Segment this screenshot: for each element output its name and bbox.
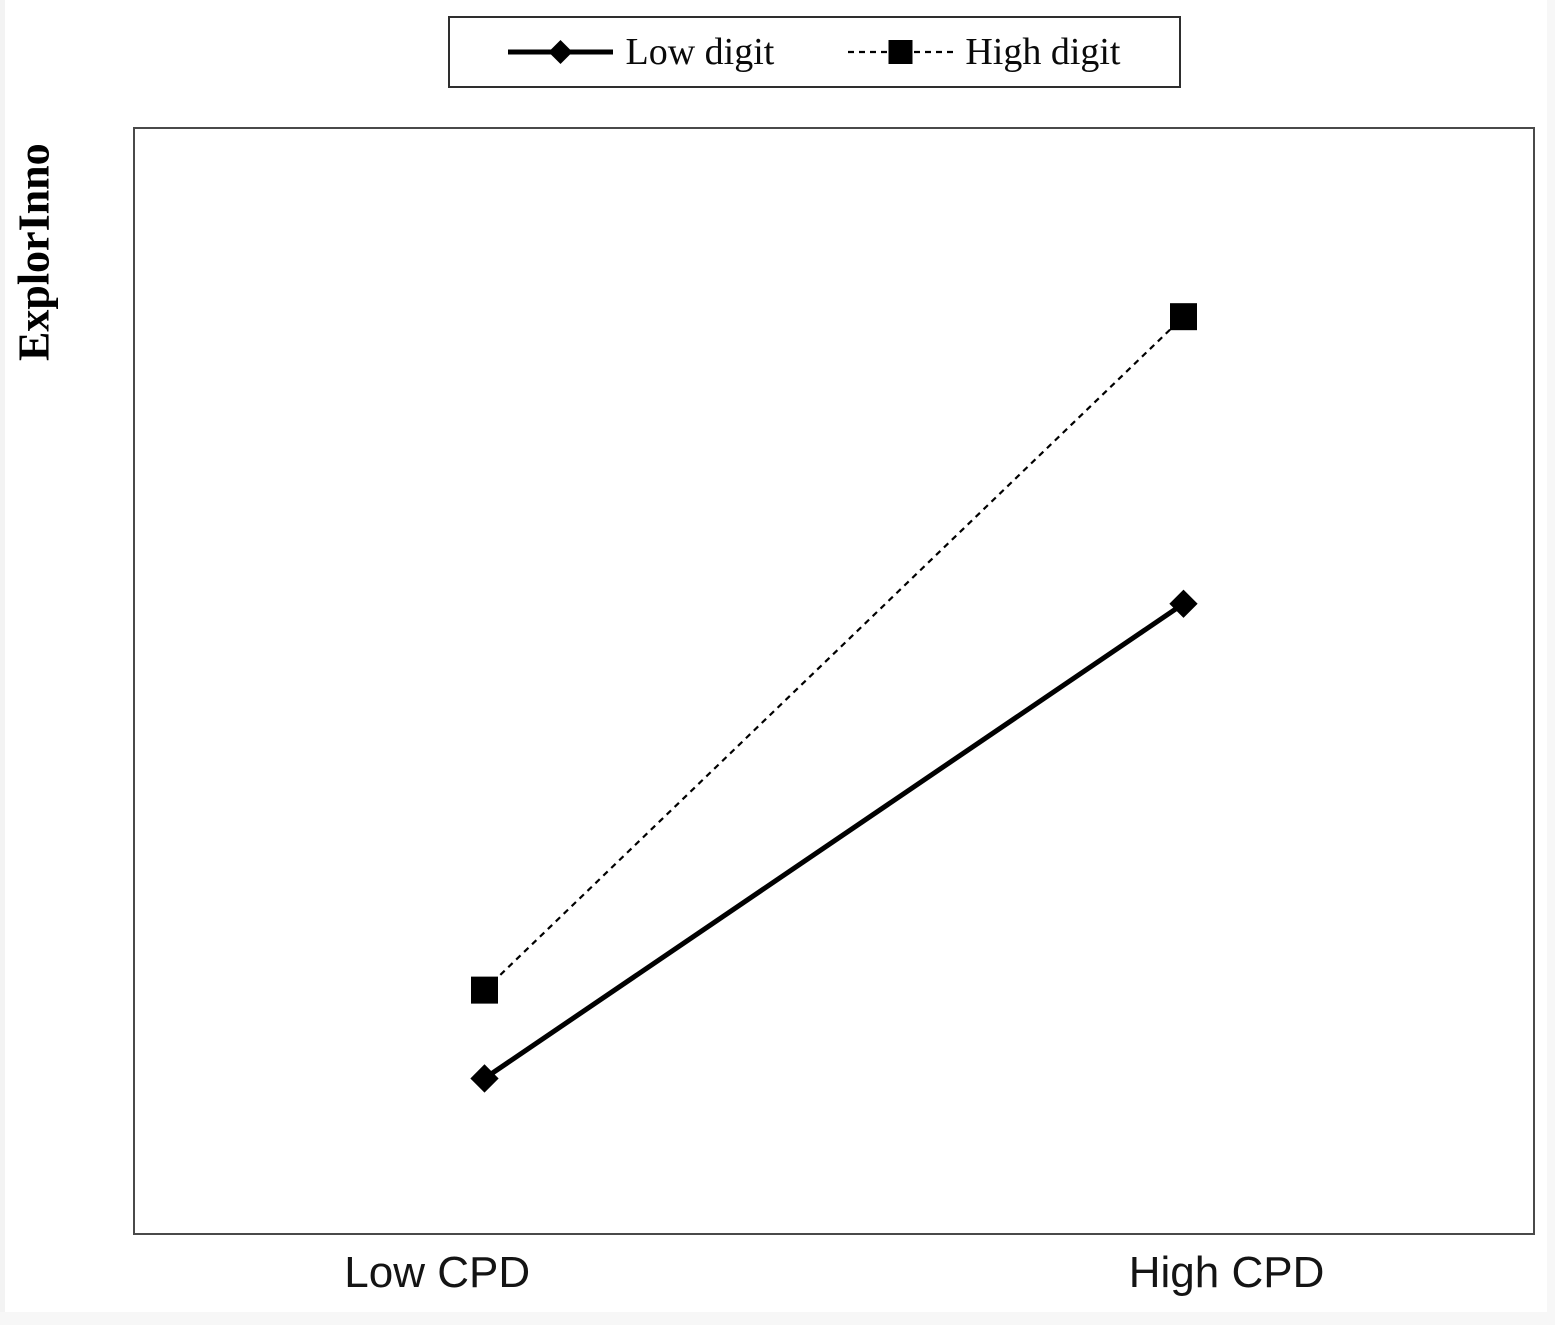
y-axis-title: ExplorInno <box>9 143 59 361</box>
series-line-low-digit <box>483 601 1185 1081</box>
x-axis: Low CPD High CPD <box>133 1248 1535 1312</box>
series-line-high-digit <box>483 315 1185 991</box>
data-point-low-digit-high-cpd <box>1169 589 1198 618</box>
data-point-low-digit-low-cpd <box>470 1064 499 1093</box>
legend-entry-low-digit: Low digit <box>508 30 774 74</box>
dashed-line-square-marker-icon <box>848 40 954 64</box>
page-edge-bottom <box>0 1312 1555 1325</box>
plot-area <box>133 127 1535 1235</box>
page-edge-left <box>0 0 5 1325</box>
legend-entry-high-digit: High digit <box>848 30 1121 74</box>
page-edge-right <box>1547 0 1555 1325</box>
legend-label-high-digit: High digit <box>965 31 1121 73</box>
x-tick-label-high-cpd: High CPD <box>1128 1248 1325 1297</box>
x-tick-label-low-cpd: Low CPD <box>344 1248 531 1297</box>
data-point-high-digit-low-cpd <box>471 976 498 1004</box>
data-point-high-digit-high-cpd <box>1170 303 1197 331</box>
plot-canvas <box>470 303 1198 1093</box>
chart-legend: Low digit High digit <box>448 16 1181 88</box>
solid-line-diamond-marker-icon <box>508 39 614 65</box>
legend-label-low-digit: Low digit <box>625 31 775 73</box>
